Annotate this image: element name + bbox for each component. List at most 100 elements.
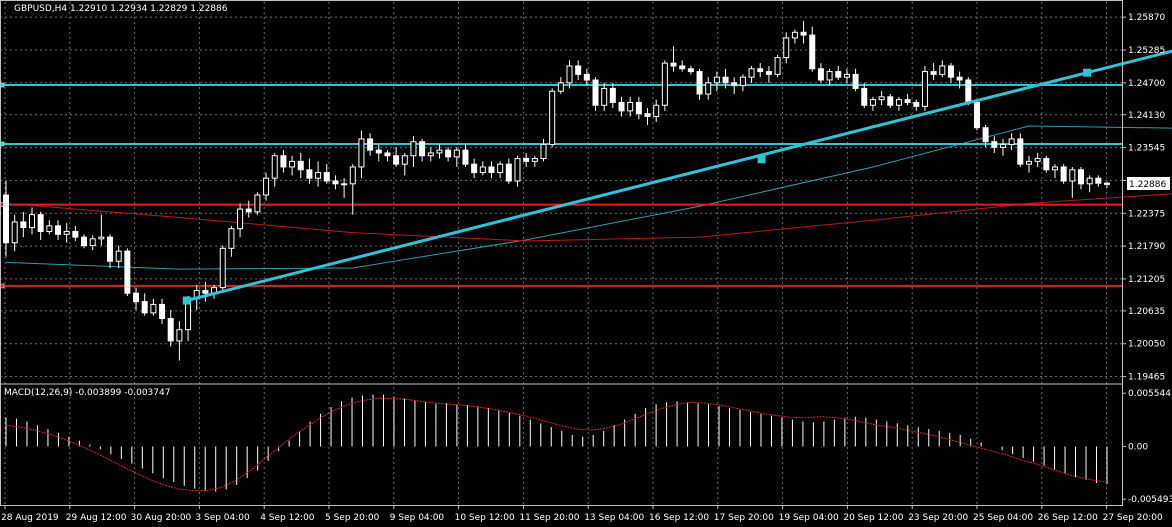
candle-body: [263, 177, 270, 196]
macd-tick-label: -0.005493: [1128, 495, 1172, 505]
candle-body: [748, 68, 755, 78]
candle-body: [445, 149, 452, 158]
candle-body: [800, 31, 807, 36]
level-handle: [0, 82, 5, 88]
price-tick-label: 1.21205: [1128, 275, 1165, 285]
price-tick-label: 1.19465: [1128, 373, 1165, 383]
candle-body: [297, 160, 304, 171]
ma-fast-line: [5, 125, 1172, 270]
time-tick-label: 20 Sep 12:00: [843, 513, 903, 523]
price-tick-label: 1.21790: [1128, 242, 1165, 252]
candle-body: [72, 230, 79, 238]
candle-body: [280, 155, 287, 168]
candle-body: [332, 180, 339, 185]
time-tick-label: 13 Sep 04:00: [584, 513, 644, 523]
time-tick-label: 9 Sep 04:00: [390, 513, 445, 523]
time-tick-label: 19 Sep 04:00: [779, 513, 839, 523]
candle-body: [367, 138, 374, 151]
candle-body: [921, 71, 928, 107]
trendline: [186, 49, 1172, 302]
candle-body: [835, 71, 842, 78]
candle-body: [843, 73, 850, 78]
candle-body: [774, 57, 781, 75]
candle-body: [349, 166, 356, 185]
candle-body: [1043, 158, 1050, 171]
candle-body: [705, 82, 712, 95]
time-tick-label: 26 Sep 12:00: [1038, 513, 1098, 523]
candle-body: [670, 62, 677, 67]
plot-border: [0, 0, 1123, 506]
candle-body: [913, 101, 920, 107]
candle-body: [618, 101, 625, 112]
time-tick-label: 17 Sep 20:00: [714, 513, 774, 523]
candle-body: [696, 71, 703, 95]
candle-body: [1060, 166, 1067, 182]
candle-body: [89, 238, 96, 247]
candle-body: [765, 71, 772, 75]
candle-body: [635, 101, 642, 115]
candle-body: [1095, 177, 1102, 184]
trendline-layer[interactable]: [182, 12, 1172, 305]
candle-body: [791, 31, 798, 39]
ma-slow-line: [5, 193, 1172, 242]
candle-body: [1077, 169, 1084, 185]
candle-body: [731, 82, 738, 87]
candle-body: [1034, 158, 1041, 162]
candle-body: [107, 236, 114, 262]
candle-body: [930, 71, 937, 75]
candle-body: [878, 96, 885, 101]
candle-body: [531, 158, 538, 162]
candle-body: [679, 65, 686, 70]
time-tick-label: 4 Sep 12:00: [260, 513, 315, 523]
candle-body: [167, 317, 174, 342]
price-tick-label: 1.20050: [1128, 340, 1165, 350]
candle-body: [947, 65, 954, 78]
candle-body: [271, 155, 278, 179]
price-tick-label: 1.20635: [1128, 307, 1165, 317]
candle-body: [661, 62, 668, 106]
candle-body: [783, 37, 790, 59]
candle-body: [141, 301, 148, 314]
candle-body: [375, 149, 382, 154]
time-tick-label: 3 Sep 04:00: [195, 513, 250, 523]
candle-body: [809, 34, 816, 70]
candle-body: [427, 152, 434, 157]
candle-body: [895, 99, 902, 106]
candle-body: [722, 76, 729, 84]
candle-body: [644, 113, 651, 117]
candle-body: [1008, 138, 1015, 146]
macd-signal-line: [5, 397, 1108, 492]
candle-body: [419, 141, 426, 157]
level-handle: [0, 141, 5, 147]
candle-body: [124, 250, 131, 294]
time-tick-label: 27 Sep 20:00: [1103, 513, 1163, 523]
macd-tick-label: 0.00: [1128, 442, 1148, 452]
candle-body: [497, 163, 504, 174]
price-tick-label: 1.22375: [1128, 209, 1165, 219]
candle-body: [133, 292, 140, 303]
macd-title: MACD(12,26,9) -0.003899 -0.003747: [4, 388, 170, 398]
candle-body: [81, 236, 88, 247]
time-tick-label: 25 Sep 04:00: [973, 513, 1033, 523]
candle-body: [1069, 169, 1076, 182]
candle-body: [358, 138, 365, 168]
candle-body: [384, 152, 391, 157]
candle-body: [254, 194, 261, 213]
candle-body: [98, 236, 105, 240]
time-tick-label: 5 Sep 20:00: [325, 513, 380, 523]
candle-body: [627, 101, 634, 112]
candle-body: [869, 99, 876, 106]
candle-body: [549, 90, 556, 146]
candle-body: [453, 149, 460, 158]
candle-body: [462, 149, 469, 165]
candle-body: [176, 329, 183, 342]
candle-body: [401, 155, 408, 165]
chart-frame: [0, 0, 1123, 506]
time-tick-label: 11 Sep 20:00: [519, 513, 579, 523]
candle-body: [29, 214, 36, 229]
price-tick-label: 1.25285: [1128, 46, 1165, 56]
time-tick-label: 23 Sep 20:00: [908, 513, 968, 523]
time-tick-label: 16 Sep 12:00: [649, 513, 709, 523]
candle-body: [1086, 177, 1093, 185]
